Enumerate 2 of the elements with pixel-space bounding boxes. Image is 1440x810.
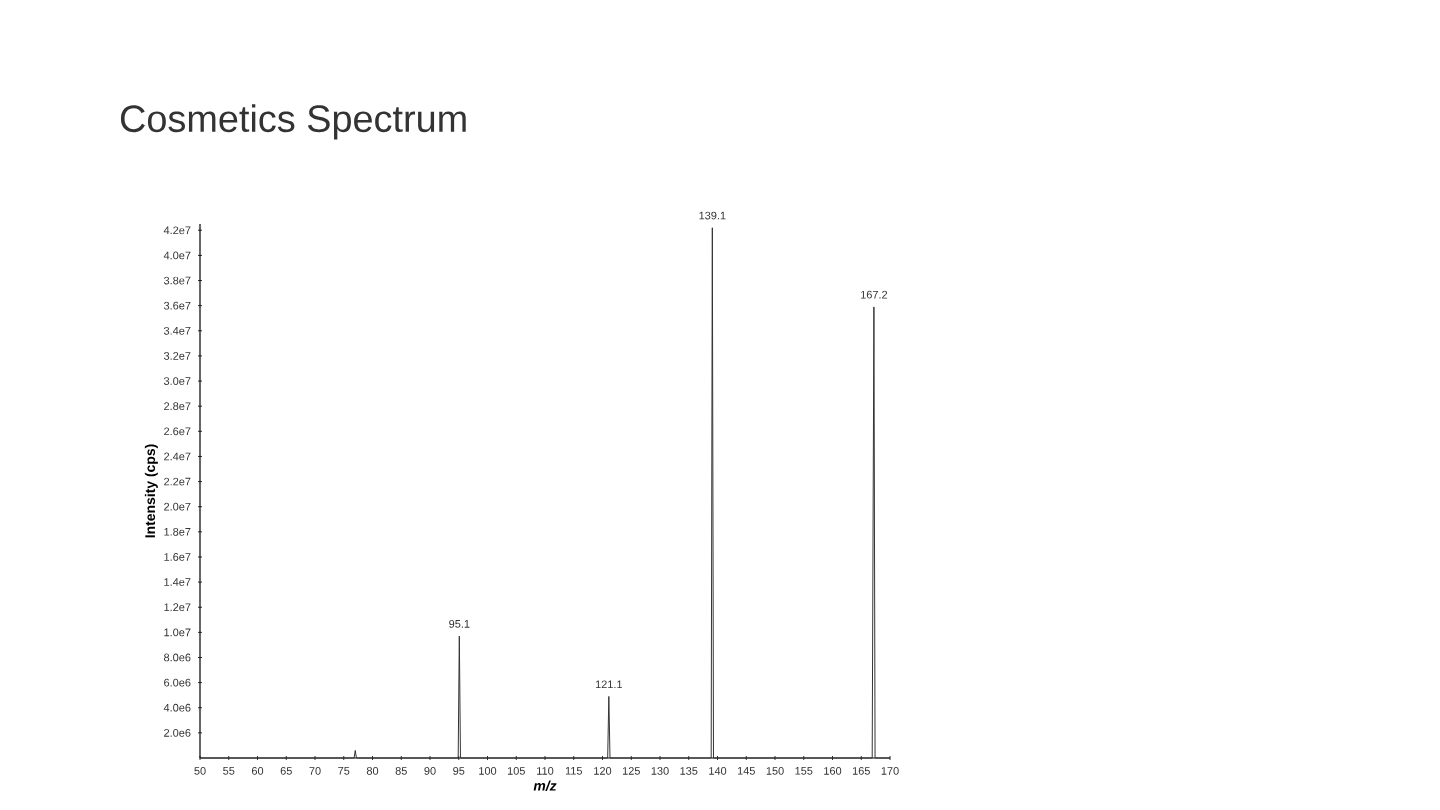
chart-title: Cosmetics Spectrum bbox=[120, 104, 466, 140]
line-series bbox=[199, 227, 891, 759]
